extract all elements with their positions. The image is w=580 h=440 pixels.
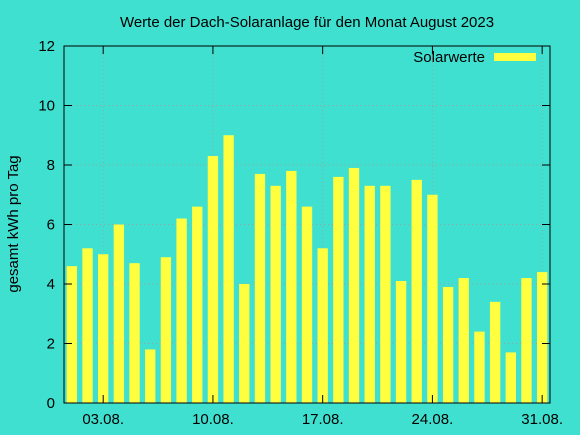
bar <box>286 170 297 403</box>
plot-border <box>63 45 551 404</box>
tick-labels: 0 2 4 6 8 10 12 03.08. 10.08. 17.08. 24.08. 31.08. <box>38 38 563 428</box>
y-axis-label: gesamt kWh pro Tag <box>5 155 22 292</box>
axes <box>63 45 551 404</box>
grid-lines <box>64 46 550 403</box>
legend: Solarwerte <box>413 49 536 66</box>
bar <box>427 194 438 403</box>
bar <box>442 286 454 403</box>
bar <box>254 173 266 403</box>
bar <box>66 266 78 403</box>
y-tick-label: 10 <box>38 98 55 115</box>
bar <box>113 224 125 403</box>
bar <box>129 263 140 403</box>
x-tick-label: 03.08. <box>82 411 124 428</box>
bar <box>348 167 360 403</box>
bar <box>521 278 532 403</box>
bar <box>160 257 172 403</box>
bar <box>270 185 281 403</box>
y-tick-label: 12 <box>38 38 55 55</box>
y-tick-label: 2 <box>47 336 55 353</box>
legend-label: Solarwerte <box>413 49 485 66</box>
y-tick-label: 8 <box>47 157 55 174</box>
bar <box>98 254 109 403</box>
bar <box>411 179 422 403</box>
y-tick-label: 6 <box>47 217 55 234</box>
bar <box>301 206 313 403</box>
bar <box>474 331 485 403</box>
bar <box>364 185 375 403</box>
bar <box>192 206 203 403</box>
bar <box>145 349 156 403</box>
bar <box>239 284 250 403</box>
bar <box>223 135 234 403</box>
x-tick-label: 17.08. <box>302 411 344 428</box>
bar <box>82 248 93 403</box>
bar <box>489 301 501 403</box>
y-tick-label: 0 <box>47 395 55 412</box>
bar <box>395 281 407 403</box>
bar <box>333 176 344 403</box>
bar <box>207 156 219 403</box>
bar <box>317 248 328 403</box>
y-tick-label: 4 <box>47 276 55 293</box>
x-tick-label: 31.08. <box>521 411 563 428</box>
bar <box>176 218 187 403</box>
legend-swatch <box>494 53 536 61</box>
bar <box>458 278 469 403</box>
chart-title: Werte der Dach-Solaranlage für den Monat… <box>120 14 494 31</box>
bar <box>380 185 391 403</box>
bar <box>536 272 548 403</box>
bars <box>66 135 548 403</box>
x-tick-label: 10.08. <box>192 411 234 428</box>
bar <box>505 352 516 403</box>
x-tick-label: 24.08. <box>412 411 454 428</box>
